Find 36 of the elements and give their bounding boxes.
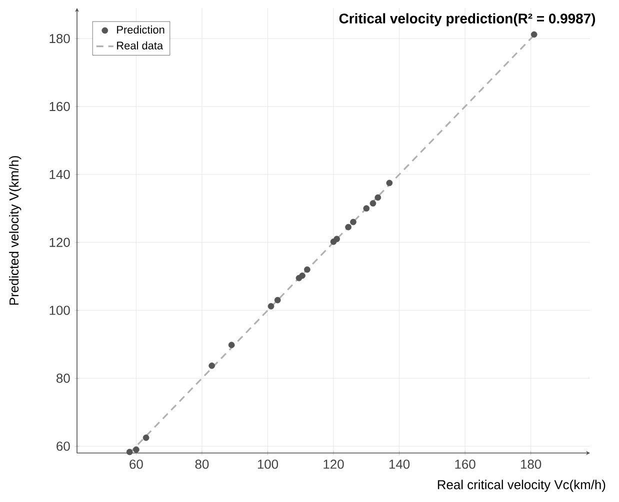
point bbox=[228, 342, 235, 348]
legend-label: Real data bbox=[117, 41, 164, 50]
legend-label: Prediction bbox=[117, 26, 164, 34]
point bbox=[370, 200, 376, 207]
y-tick-label: 160 bbox=[50, 102, 70, 112]
y-tick-label: 80 bbox=[56, 374, 70, 383]
point bbox=[304, 266, 310, 273]
y-axis-title: Predicted velocity V(km/h) bbox=[9, 156, 22, 305]
point bbox=[530, 31, 538, 38]
x-tick-label: 120 bbox=[324, 460, 344, 469]
point bbox=[142, 434, 150, 441]
x-tick-label: 80 bbox=[195, 460, 209, 469]
point bbox=[334, 236, 340, 242]
point bbox=[208, 362, 216, 369]
x-axis-title: Real critical velocity Vc(km/h) bbox=[438, 480, 606, 492]
y-tick-label: 60 bbox=[56, 442, 70, 451]
point bbox=[126, 448, 133, 456]
point bbox=[345, 224, 352, 230]
point bbox=[350, 218, 356, 226]
point bbox=[133, 446, 140, 453]
point bbox=[268, 303, 274, 310]
y-tick-label: 120 bbox=[50, 238, 70, 247]
x-tick-label: 160 bbox=[455, 460, 476, 469]
y-tick-label: 180 bbox=[50, 34, 70, 44]
x-tick-label: 60 bbox=[130, 460, 143, 469]
x-tick-label: 180 bbox=[520, 460, 542, 469]
point bbox=[374, 194, 382, 201]
point bbox=[274, 296, 281, 304]
point bbox=[363, 205, 370, 212]
chart-title: Critical velocity prediction(R² = 0.9987) bbox=[339, 13, 596, 26]
point bbox=[299, 272, 306, 279]
x-tick-label: 100 bbox=[258, 460, 278, 469]
x-tick-label: 140 bbox=[389, 460, 410, 469]
y-tick-label: 140 bbox=[50, 170, 70, 180]
point bbox=[386, 180, 393, 186]
y-tick-label: 100 bbox=[50, 306, 70, 315]
